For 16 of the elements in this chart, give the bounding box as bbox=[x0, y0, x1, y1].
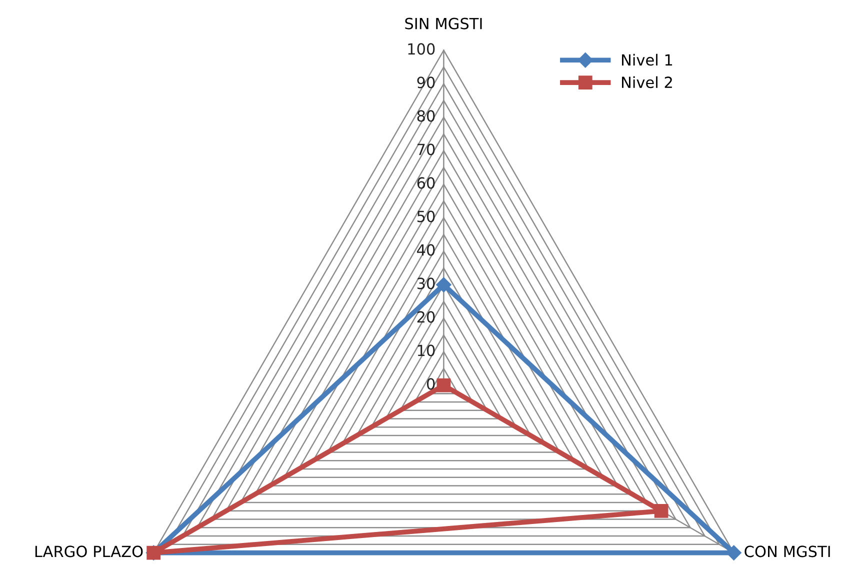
y-tick-label: 100 bbox=[408, 43, 435, 55]
y-tick-label: 80 bbox=[417, 110, 435, 122]
y-tick-label: 60 bbox=[417, 177, 435, 189]
y-tick-label: 0 bbox=[426, 378, 435, 390]
y-tick-label: 30 bbox=[417, 278, 435, 290]
spoke-label: CON MGSTI bbox=[744, 546, 830, 558]
y-tick-label: 20 bbox=[417, 311, 435, 323]
y-tick-label: 70 bbox=[418, 144, 435, 156]
spoke-label: LARGO PLAZO bbox=[35, 546, 143, 558]
legend-label: Nivel 1 bbox=[622, 54, 672, 66]
spoke-label: SIN MGSTI bbox=[405, 18, 482, 30]
y-tick-label: 90 bbox=[417, 76, 435, 88]
y-tick-label: 40 bbox=[417, 244, 435, 256]
legend-label: Nivel 2 bbox=[622, 76, 672, 88]
y-tick-label: 50 bbox=[417, 210, 435, 222]
y-tick-label: 10 bbox=[418, 344, 435, 356]
